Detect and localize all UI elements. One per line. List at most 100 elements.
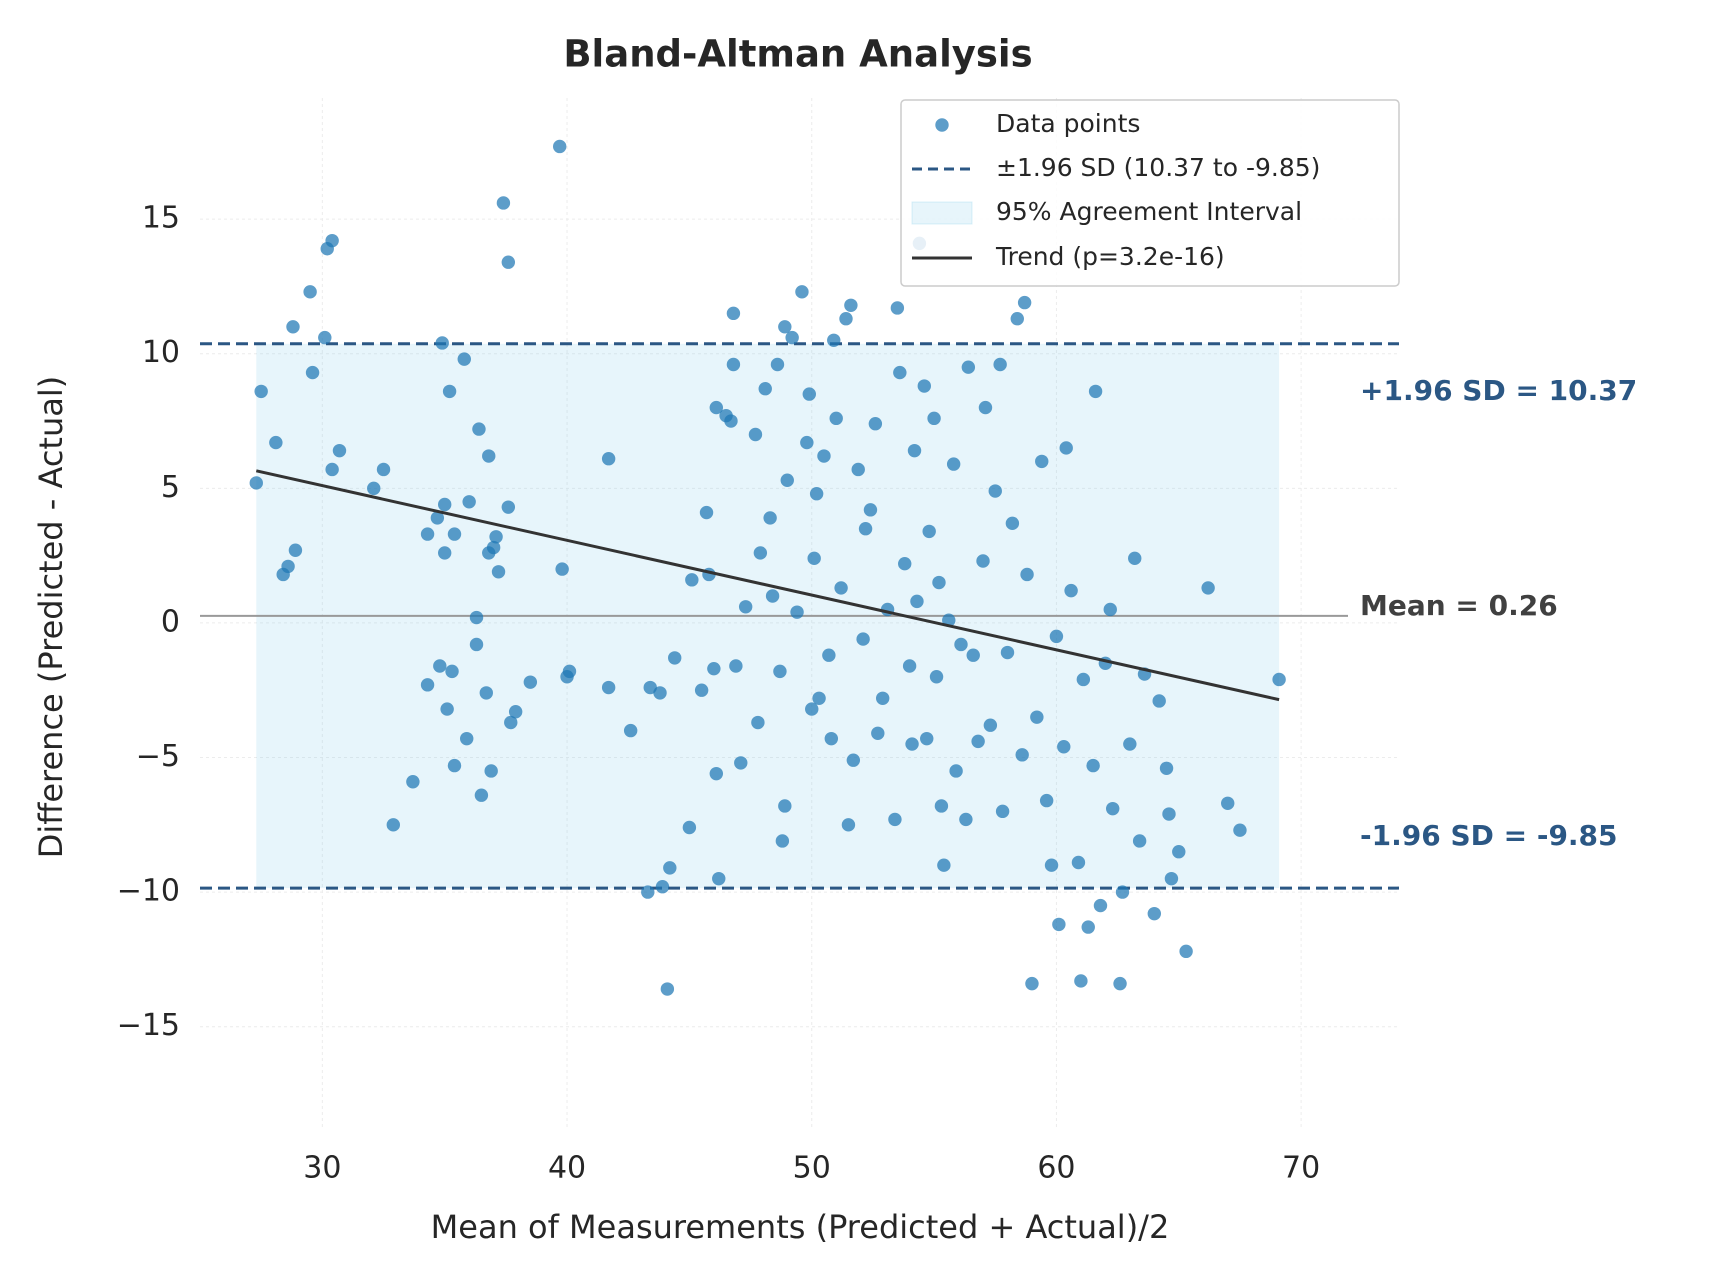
y-axis-label: Difference (Predicted - Actual) (32, 376, 70, 858)
data-point (1113, 976, 1127, 991)
y-tick-label: −15 (117, 1008, 180, 1043)
data-point (863, 503, 878, 517)
data-point (983, 718, 998, 732)
data-point (1128, 551, 1142, 566)
data-point (961, 360, 976, 374)
data-point (709, 400, 724, 415)
data-point (827, 333, 841, 347)
data-point (1010, 312, 1024, 326)
data-point (601, 452, 616, 466)
data-point (841, 818, 856, 832)
data-point (934, 799, 949, 813)
data-point (1017, 295, 1032, 310)
x-axis-label: Mean of Measurements (Predicted + Actual… (431, 1208, 1170, 1246)
data-point (447, 758, 462, 773)
y-tick-label: 10 (142, 335, 180, 370)
data-point (875, 691, 890, 705)
data-point (1020, 567, 1034, 582)
x-tick-label: 30 (303, 1151, 341, 1186)
data-point (367, 481, 381, 496)
data-point (303, 285, 317, 299)
data-point (501, 255, 516, 269)
y-tick-label: −5 (136, 739, 180, 774)
data-point (917, 379, 931, 393)
data-point (822, 648, 836, 662)
data-point (1081, 920, 1095, 934)
data-point (780, 473, 794, 487)
data-point (1074, 974, 1088, 988)
data-point (437, 497, 452, 512)
data-point (856, 632, 870, 646)
data-point (491, 565, 506, 579)
data-point (601, 680, 616, 695)
data-point (501, 500, 516, 514)
data-point (1132, 834, 1147, 848)
data-point (445, 664, 459, 679)
data-point (523, 675, 538, 689)
data-point (734, 756, 748, 770)
data-point (1059, 441, 1073, 455)
data-point (1164, 871, 1179, 886)
data-point (966, 648, 980, 662)
data-point (486, 540, 501, 555)
data-point (1115, 885, 1130, 899)
data-point (1088, 384, 1103, 399)
data-point (655, 880, 670, 894)
data-point (1000, 645, 1015, 660)
data-point (773, 664, 787, 679)
data-point (937, 858, 951, 872)
data-point (778, 320, 792, 334)
data-point (482, 449, 496, 463)
trend-line (255, 469, 1280, 702)
data-point (332, 443, 347, 458)
data-point (406, 775, 420, 789)
data-point (834, 581, 848, 595)
data-point (1064, 583, 1078, 598)
data-point (305, 365, 320, 380)
data-point (726, 306, 741, 321)
data-point (641, 885, 655, 899)
data-point (484, 764, 498, 778)
data-point (1272, 672, 1286, 687)
data-point (927, 411, 941, 426)
data-point (770, 357, 785, 372)
data-point (712, 871, 726, 886)
data-point (800, 435, 814, 450)
data-point (1221, 796, 1235, 810)
legend-label: Data points (996, 109, 1140, 138)
data-point (1030, 710, 1044, 724)
data-point (1025, 976, 1039, 991)
data-point (1035, 454, 1049, 469)
data-point (765, 589, 780, 603)
data-point (988, 484, 1002, 498)
mean-label: Mean = 0.26 (1360, 589, 1558, 622)
data-point (949, 764, 963, 778)
upper-limit-label: +1.96 SD = 10.37 (1360, 374, 1637, 407)
data-point (447, 527, 462, 541)
data-point (1179, 944, 1193, 959)
data-point (469, 637, 484, 652)
data-point (709, 766, 724, 781)
data-point (902, 659, 917, 673)
data-point (748, 427, 763, 442)
data-point (1015, 748, 1029, 762)
data-point (479, 686, 493, 700)
data-point (508, 705, 523, 719)
data-point (910, 594, 924, 609)
data-point (726, 357, 741, 372)
data-point (763, 511, 777, 525)
data-point (1005, 516, 1020, 531)
chart-title: Bland-Altman Analysis (563, 33, 1032, 76)
data-point (682, 820, 697, 835)
data-point (890, 301, 905, 315)
data-point (643, 680, 657, 695)
data-point (1147, 906, 1162, 921)
data-point (269, 435, 283, 450)
data-point (460, 731, 474, 746)
data-point (440, 702, 454, 716)
data-point (817, 449, 831, 463)
data-point (1049, 629, 1064, 644)
data-point (249, 476, 263, 490)
data-point (420, 678, 435, 692)
data-point (555, 562, 569, 576)
